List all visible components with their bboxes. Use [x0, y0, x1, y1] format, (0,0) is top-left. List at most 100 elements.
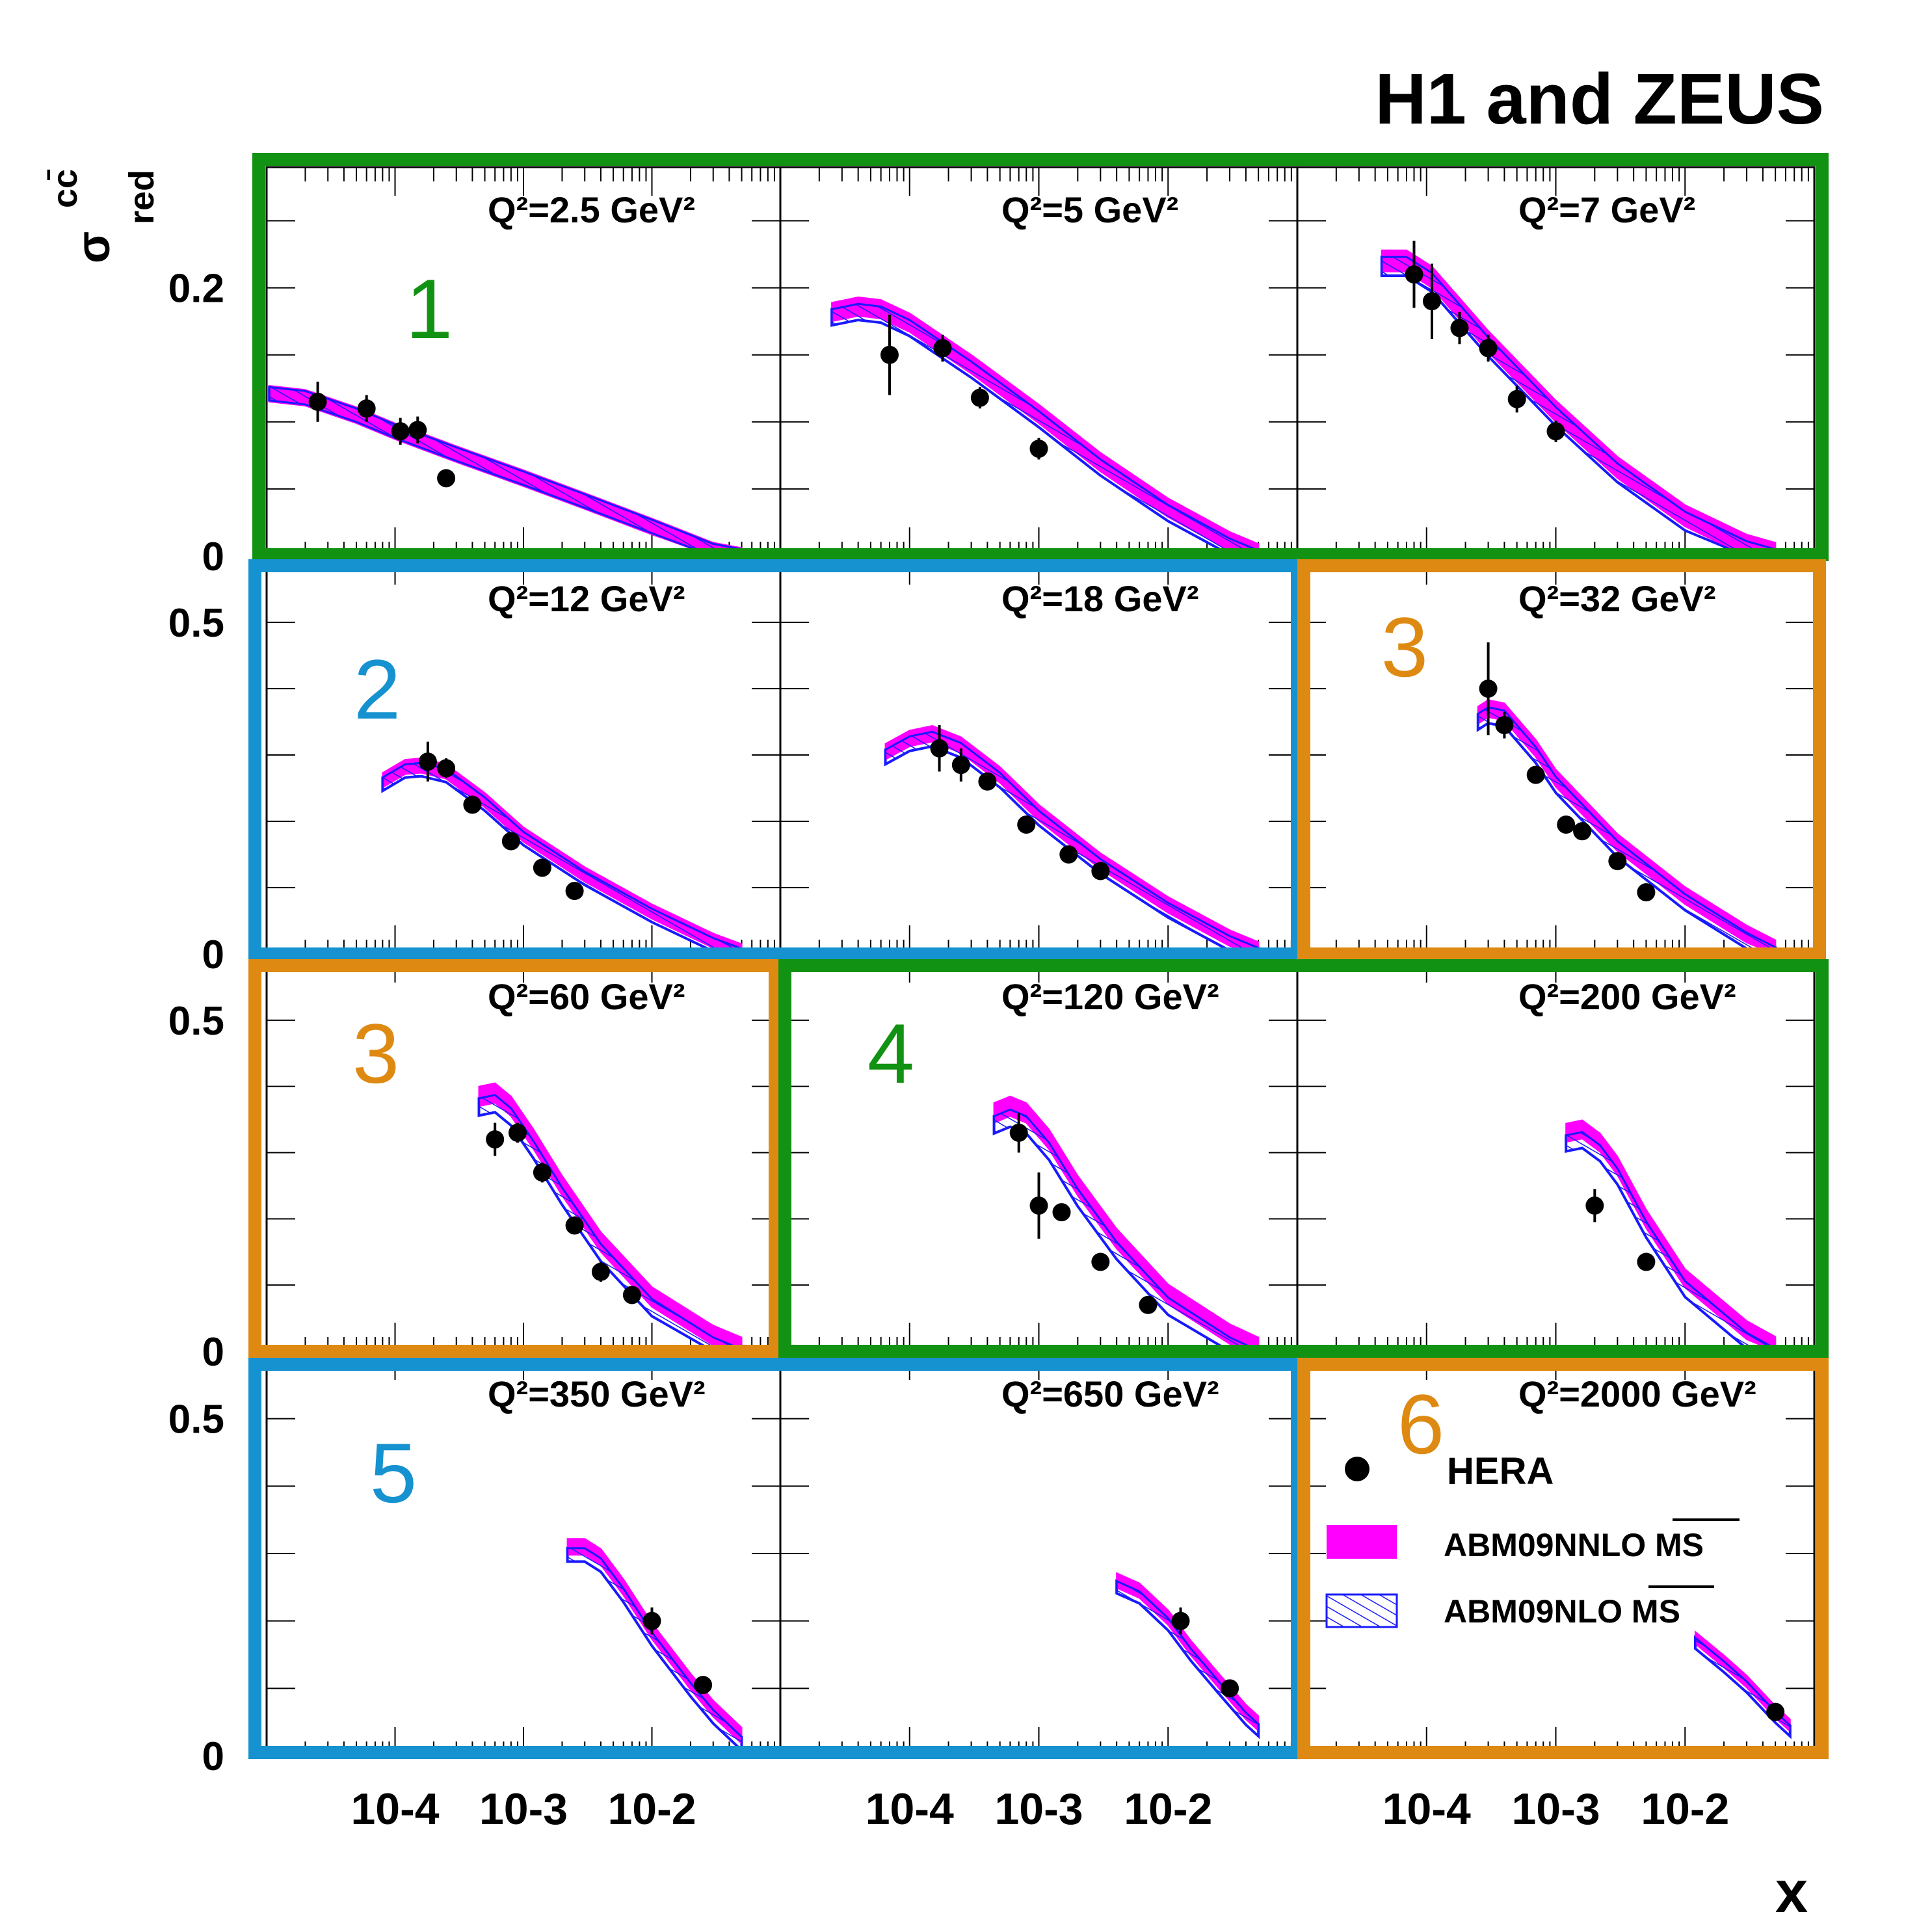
data-point	[408, 421, 427, 440]
data-point	[1507, 390, 1526, 408]
legend-nlo-label: ABM09NLO MS	[1444, 1593, 1680, 1630]
group-label-3: 3	[352, 1006, 399, 1101]
q2-label: Q²=2.5 GeV²	[488, 189, 695, 230]
data-point	[533, 1163, 551, 1182]
data-point	[1422, 292, 1441, 311]
q2-label: Q²=7 GeV²	[1518, 189, 1695, 230]
data-point	[437, 759, 456, 778]
y-tick-label: 0	[202, 535, 224, 579]
panel-1: Q²=2.5 GeV²	[265, 166, 782, 557]
data-point	[622, 1286, 641, 1304]
data-point	[1573, 822, 1592, 841]
q2-label: Q²=2000 GeV²	[1518, 1373, 1756, 1414]
data-point	[1495, 716, 1514, 735]
nlo-band	[1115, 1580, 1260, 1739]
legend: HERA ABM09NNLO MS ABM09NLO MS	[1325, 1450, 1740, 1630]
panel-7: Q²=60 GeV²	[265, 953, 782, 1353]
y-axis-subscript: red	[122, 170, 161, 224]
data-point	[418, 752, 437, 771]
data-point	[1171, 1611, 1190, 1630]
nlo-band	[884, 730, 1260, 955]
legend-hera-label: HERA	[1447, 1450, 1554, 1492]
x-tick-label: 10-3	[994, 1784, 1083, 1834]
nlo-band	[268, 386, 743, 557]
data-point	[1221, 1679, 1239, 1698]
data-point	[1479, 680, 1498, 698]
data-point	[565, 1216, 584, 1235]
data-point	[930, 739, 949, 758]
data-point	[1017, 815, 1036, 834]
data-point	[978, 772, 997, 791]
data-point	[437, 469, 456, 488]
data-point	[486, 1130, 505, 1149]
group-label-2: 2	[354, 642, 401, 737]
q2-label: Q²=350 GeV²	[488, 1373, 706, 1414]
data-point	[1546, 422, 1565, 441]
data-point	[533, 858, 551, 877]
data-point	[1091, 862, 1110, 880]
legend-hera-marker	[1345, 1457, 1370, 1481]
group-box-1	[252, 153, 1829, 561]
data-point	[501, 832, 520, 851]
data-point	[1585, 1196, 1604, 1215]
y-axis-superscript: cc̄	[46, 169, 85, 208]
data-point	[1029, 440, 1048, 458]
data-point	[357, 399, 376, 418]
y-tick-label: 0.5	[168, 601, 224, 646]
data-point	[565, 882, 584, 901]
panel-10: Q²=350 GeV²	[265, 1350, 782, 1757]
data-point	[970, 388, 989, 407]
group-label-5: 5	[370, 1425, 417, 1520]
data-point	[308, 392, 327, 411]
y-tick-label: 0	[202, 1330, 224, 1375]
data-point	[1052, 1203, 1071, 1222]
x-tick-label: 10-4	[1383, 1784, 1471, 1834]
nlo-band	[381, 761, 743, 955]
q2-label: Q²=650 GeV²	[1001, 1373, 1219, 1414]
y-axis-symbol: σ	[68, 232, 120, 263]
data-point	[1608, 852, 1627, 871]
x-tick-label: 10-2	[1124, 1784, 1212, 1834]
nlo-band	[1694, 1635, 1792, 1739]
data-point	[1526, 765, 1545, 784]
panel-5: Q²=18 GeV²	[779, 555, 1299, 956]
data-point	[1450, 319, 1469, 337]
data-point	[880, 345, 899, 364]
nlo-band	[566, 1547, 743, 1753]
legend-nnlo-swatch	[1327, 1525, 1397, 1559]
q2-label: Q²=60 GeV²	[488, 976, 685, 1017]
data-point	[1029, 1196, 1048, 1215]
group-label-3: 3	[1381, 600, 1428, 695]
panel-6: Q²=32 GeV²	[1296, 555, 1816, 956]
y-tick-label: 0.5	[168, 999, 224, 1044]
group-box-3	[248, 959, 782, 1358]
data-point	[1139, 1295, 1158, 1314]
data-point	[1637, 1252, 1656, 1271]
x-tick-label: 10-2	[1641, 1784, 1729, 1834]
x-tick-label: 10-2	[607, 1784, 696, 1834]
experiment-title: H1 and ZEUS	[1375, 59, 1824, 139]
data-point	[694, 1676, 713, 1695]
group-label-1: 1	[406, 261, 453, 356]
q2-label: Q²=18 GeV²	[1001, 578, 1198, 619]
data-point	[463, 795, 482, 814]
data-point	[1091, 1252, 1110, 1271]
y-tick-label: 0.5	[168, 1397, 224, 1442]
q2-label: Q²=120 GeV²	[1001, 976, 1219, 1017]
y-tick-label: 0	[202, 1734, 224, 1779]
q2-label: Q²=200 GeV²	[1518, 976, 1736, 1017]
data-point	[1479, 339, 1498, 358]
y-axis-title: σ cc̄ red	[46, 169, 161, 263]
data-point	[1405, 265, 1423, 284]
data-point	[391, 422, 410, 441]
group-box-4	[778, 959, 1829, 1358]
legend-nlo-swatch	[1325, 1593, 1398, 1628]
nlo-band	[993, 1108, 1260, 1353]
x-axis-title: x	[1775, 1860, 1808, 1925]
panel-11: Q²=650 GeV²	[779, 1350, 1299, 1757]
data-point	[1557, 815, 1576, 834]
panel-2: Q²=5 GeV²	[779, 166, 1299, 558]
data-point	[1637, 883, 1656, 902]
panels-grid: Q²=2.5 GeV² Q²=5 GeV² Q²=7 GeV² Q²=12 GeV² Q…	[168, 166, 1816, 1834]
